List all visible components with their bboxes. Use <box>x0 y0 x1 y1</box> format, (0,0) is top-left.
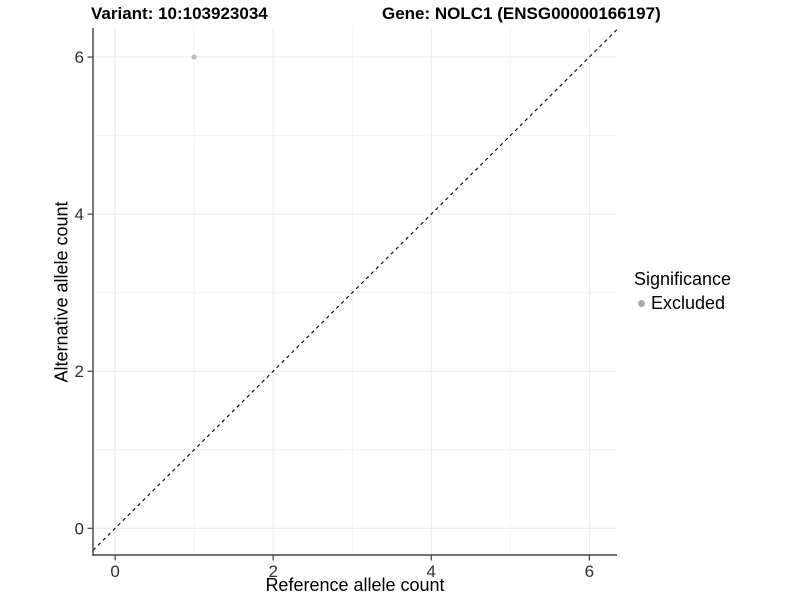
legend-title: Significance <box>634 269 732 289</box>
y-tick-label: 2 <box>75 362 84 381</box>
plot-title-gene: Gene: NOLC1 (ENSG00000166197) <box>382 4 661 23</box>
data-point <box>191 54 197 60</box>
x-tick-label: 6 <box>585 562 594 581</box>
y-tick-label: 4 <box>75 205 84 224</box>
x-tick-label: 4 <box>427 562 436 581</box>
identity-dashed-line <box>92 29 618 551</box>
plot-title-variant: Variant: 10:103923034 <box>91 4 268 23</box>
x-tick-label: 0 <box>110 562 119 581</box>
y-axis-label: Alternative allele count <box>51 201 72 383</box>
y-tick-label: 6 <box>75 48 84 67</box>
legend-item-excluded: Excluded <box>632 293 731 314</box>
x-tick-label: 2 <box>268 562 277 581</box>
legend-item-label: Excluded <box>651 293 726 313</box>
legend-point-icon <box>638 300 645 307</box>
legend: Significance Excluded <box>632 269 731 314</box>
y-tick-label: 0 <box>75 519 84 538</box>
x-axis-label: Reference allele count <box>265 575 445 595</box>
